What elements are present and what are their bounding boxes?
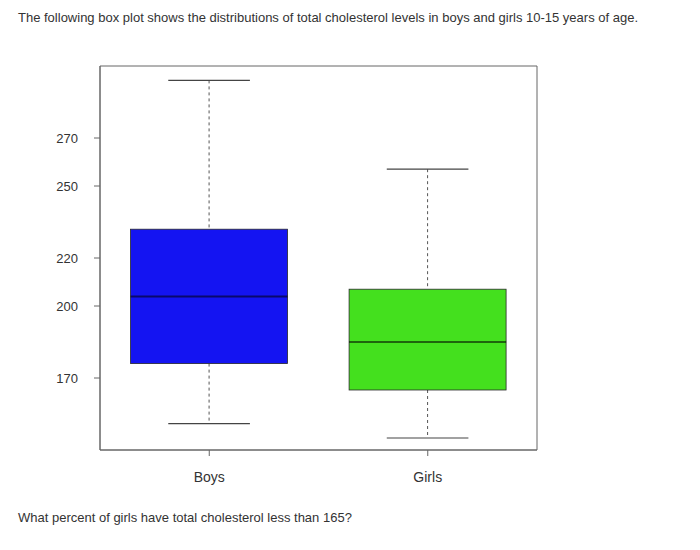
svg-text:170: 170 bbox=[56, 371, 78, 386]
svg-text:220: 220 bbox=[56, 251, 78, 266]
svg-text:200: 200 bbox=[56, 299, 78, 314]
svg-text:250: 250 bbox=[56, 179, 78, 194]
svg-text:Boys: Boys bbox=[194, 469, 225, 485]
svg-text:270: 270 bbox=[56, 131, 78, 146]
html-text:The following box plot shows t: The following box plot shows the distrib… bbox=[18, 10, 638, 25]
html-text:What percent of girls have tot: What percent of girls have total cholest… bbox=[18, 510, 352, 525]
svg-text:Girls: Girls bbox=[413, 469, 442, 485]
